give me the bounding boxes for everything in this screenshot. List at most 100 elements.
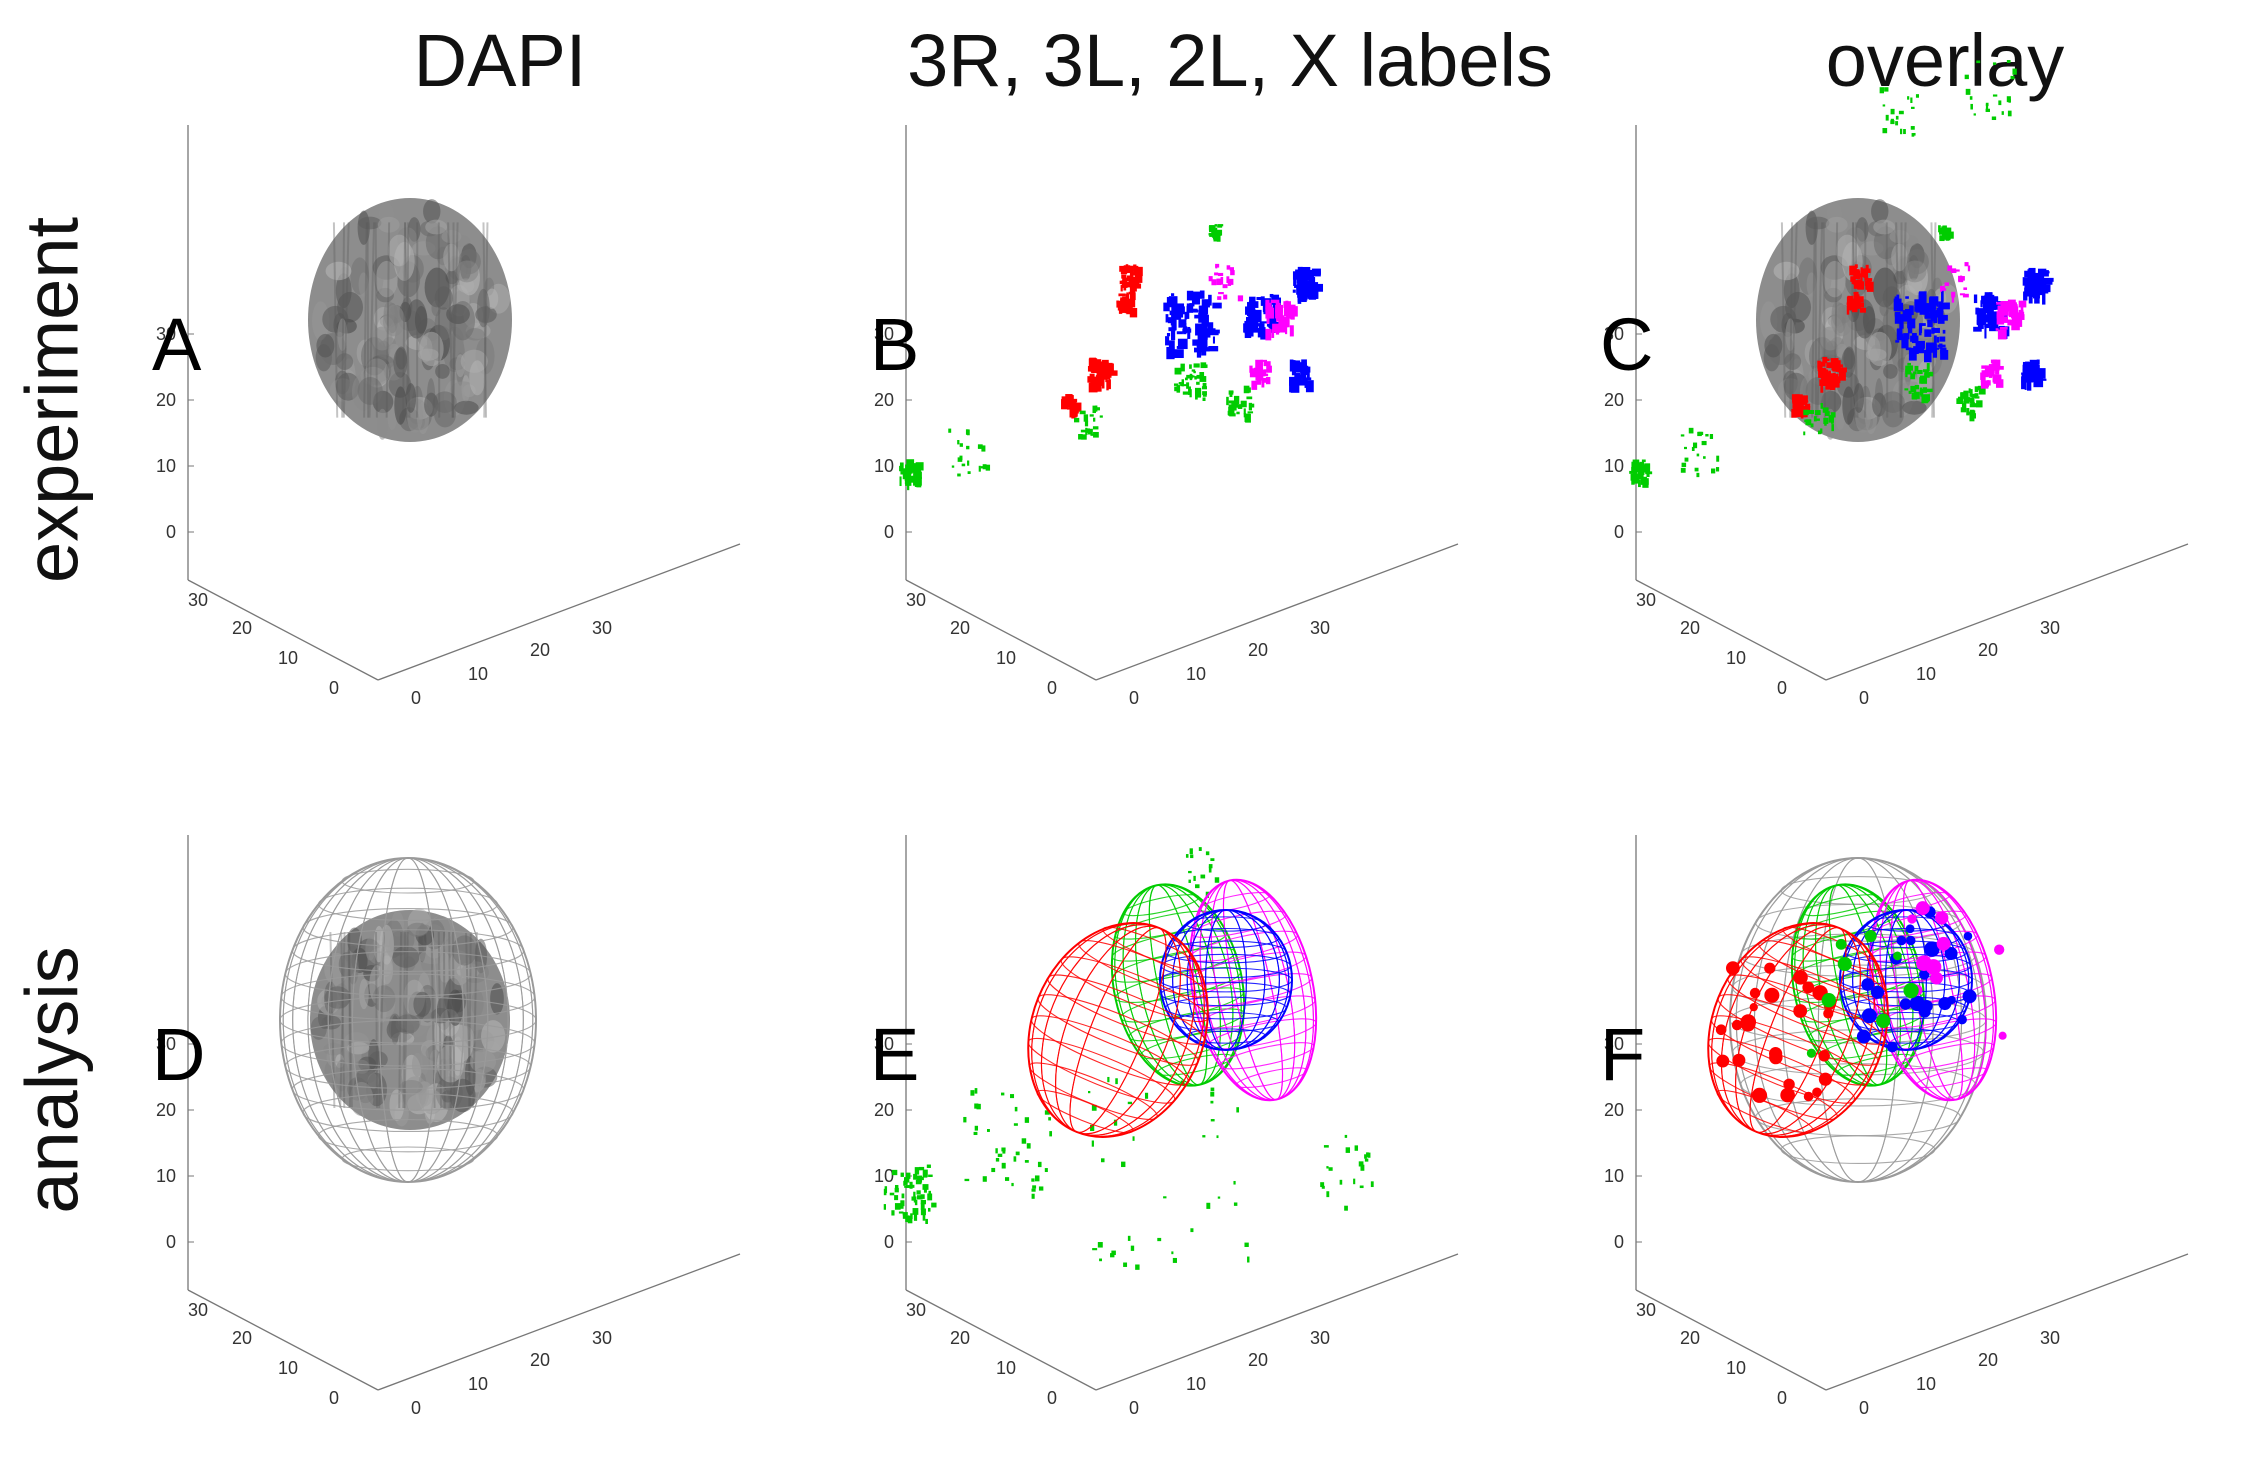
nucleus-mesh-parallel: [1755, 1098, 1961, 1137]
label-spot: [1716, 1054, 1730, 1068]
label-3L-speck: [1180, 384, 1187, 387]
nucleus-texture: [1806, 216, 1830, 230]
label-2L-speck: [1170, 329, 1176, 341]
x-tick-label: 0: [1129, 688, 1139, 708]
label-3R-speck: [1061, 396, 1068, 401]
label-3R-speck: [1132, 281, 1138, 285]
ellipse-3L-outline: [1110, 883, 1246, 1087]
label-3L-speck: [1822, 407, 1829, 413]
label-3L-speck: [1202, 364, 1208, 368]
label-2L-speck: [1249, 309, 1254, 322]
nucleus-texture: [476, 288, 490, 328]
label-3L-outlier-speck: [1973, 113, 1976, 116]
label-3L-outlier-speck: [1890, 108, 1895, 115]
label-2L-speck: [1984, 324, 1990, 328]
label-spot: [1916, 955, 1932, 971]
label-2L-speck: [1202, 317, 1209, 327]
label-3L-background-speck: [1135, 1264, 1140, 1270]
nucleus-texture: [434, 400, 457, 428]
label-3R-speck: [1849, 268, 1857, 272]
panel-d: 0 10 20 30 0 10 20 30 0 10 20 30 D: [140, 835, 860, 1440]
label-X-speck: [1996, 365, 2004, 370]
nucleus-stripe: [339, 931, 346, 1109]
label-3L-background-speck: [902, 1214, 907, 1219]
label-2L-speck: [1942, 314, 1948, 321]
label-3L-speck: [1814, 410, 1821, 416]
label-3R-speck: [1134, 283, 1142, 289]
label-3L-speck: [1641, 459, 1646, 463]
label-3L-speck: [1910, 385, 1915, 393]
label-3R-speck: [1834, 378, 1840, 388]
label-spot: [1769, 1050, 1783, 1065]
label-2L-speck: [1924, 312, 1934, 319]
label-2L-speck: [1941, 290, 1944, 302]
label-2L-speck: [2024, 270, 2030, 278]
label-3L-background-speck: [1326, 1191, 1330, 1198]
label-3L-background-speck: [970, 1090, 975, 1096]
label-spot: [1740, 1016, 1756, 1032]
nucleus-texture: [325, 261, 352, 281]
label-3L-speck: [981, 445, 986, 452]
label-3L-speck: [1969, 397, 1975, 404]
label-X-speck: [2018, 318, 2023, 327]
label-3L-outlier-speck: [2012, 68, 2017, 75]
label-X-speck: [1996, 315, 2005, 325]
label-3L-background-speck: [916, 1175, 923, 1183]
label-X-speck: [1263, 369, 1271, 372]
label-3L-background-speck: [1244, 1242, 1249, 1247]
label-3L-background-speck: [900, 1200, 905, 1207]
ellipse-X: [1188, 878, 1318, 1102]
x-axis-line: [377, 1253, 741, 1391]
nucleus-stripe: [1790, 222, 1798, 418]
label-3L-background-speck: [915, 1179, 922, 1185]
label-spot: [1938, 996, 1952, 1011]
label-3L-speck: [1943, 234, 1948, 239]
nucleus-texture: [419, 949, 446, 965]
nucleus-texture: [357, 376, 383, 405]
label-2L-speck: [1905, 347, 1912, 351]
label-2L-speck: [2023, 291, 2028, 301]
nucleus-texture: [405, 383, 417, 413]
label-3R-speck: [1794, 401, 1797, 406]
label-3L-speck: [1715, 467, 1720, 472]
x-tick-label: 10: [468, 664, 488, 684]
label-3L-background-speck: [1037, 1161, 1042, 1168]
label-3R-speck: [1854, 264, 1858, 269]
label-3L-speck: [1214, 224, 1218, 227]
label-3L-background-speck: [1323, 1145, 1329, 1148]
label-3R-speck: [1825, 380, 1833, 390]
label-2L-speck: [1905, 296, 1909, 299]
label-2L-speck: [1292, 289, 1296, 293]
nucleus-texture: [399, 1079, 423, 1095]
label-3L-speck: [1237, 404, 1243, 409]
label-3L-speck: [1074, 417, 1080, 423]
label-spot: [1732, 1053, 1746, 1067]
label-2L-speck: [1937, 316, 1945, 324]
label-2L-speck: [2042, 292, 2046, 305]
nucleus-stripe: [340, 931, 346, 1109]
label-3L-background-speck: [1236, 1107, 1240, 1113]
label-3R-speck: [1860, 267, 1863, 270]
nucleus-stripe: [368, 222, 376, 418]
z-tick-label: 0: [1614, 1232, 1624, 1252]
label-3L-speck: [1236, 411, 1240, 415]
label-spot: [1780, 1087, 1795, 1103]
label-3L-speck: [966, 445, 970, 450]
label-3R-speck: [1120, 298, 1125, 307]
label-2L-speck: [1201, 331, 1211, 338]
nucleus-texture: [372, 985, 396, 1013]
nucleus-texture: [443, 243, 460, 272]
label-X-speck: [2019, 314, 2025, 320]
label-3R-speck: [1833, 376, 1841, 384]
label-X-speck: [1222, 284, 1228, 289]
nucleus-texture: [411, 1052, 423, 1077]
y-tick-label: 30: [906, 1300, 926, 1320]
label-2L-speck: [2042, 270, 2049, 277]
label-3L-speck: [1209, 234, 1213, 237]
x-tick-label: 20: [1248, 640, 1268, 660]
label-3L-speck: [1830, 412, 1836, 418]
label-3L-speck: [1217, 224, 1224, 227]
label-3L-speck: [1636, 464, 1642, 468]
y-tick-label: 0: [1777, 678, 1787, 698]
